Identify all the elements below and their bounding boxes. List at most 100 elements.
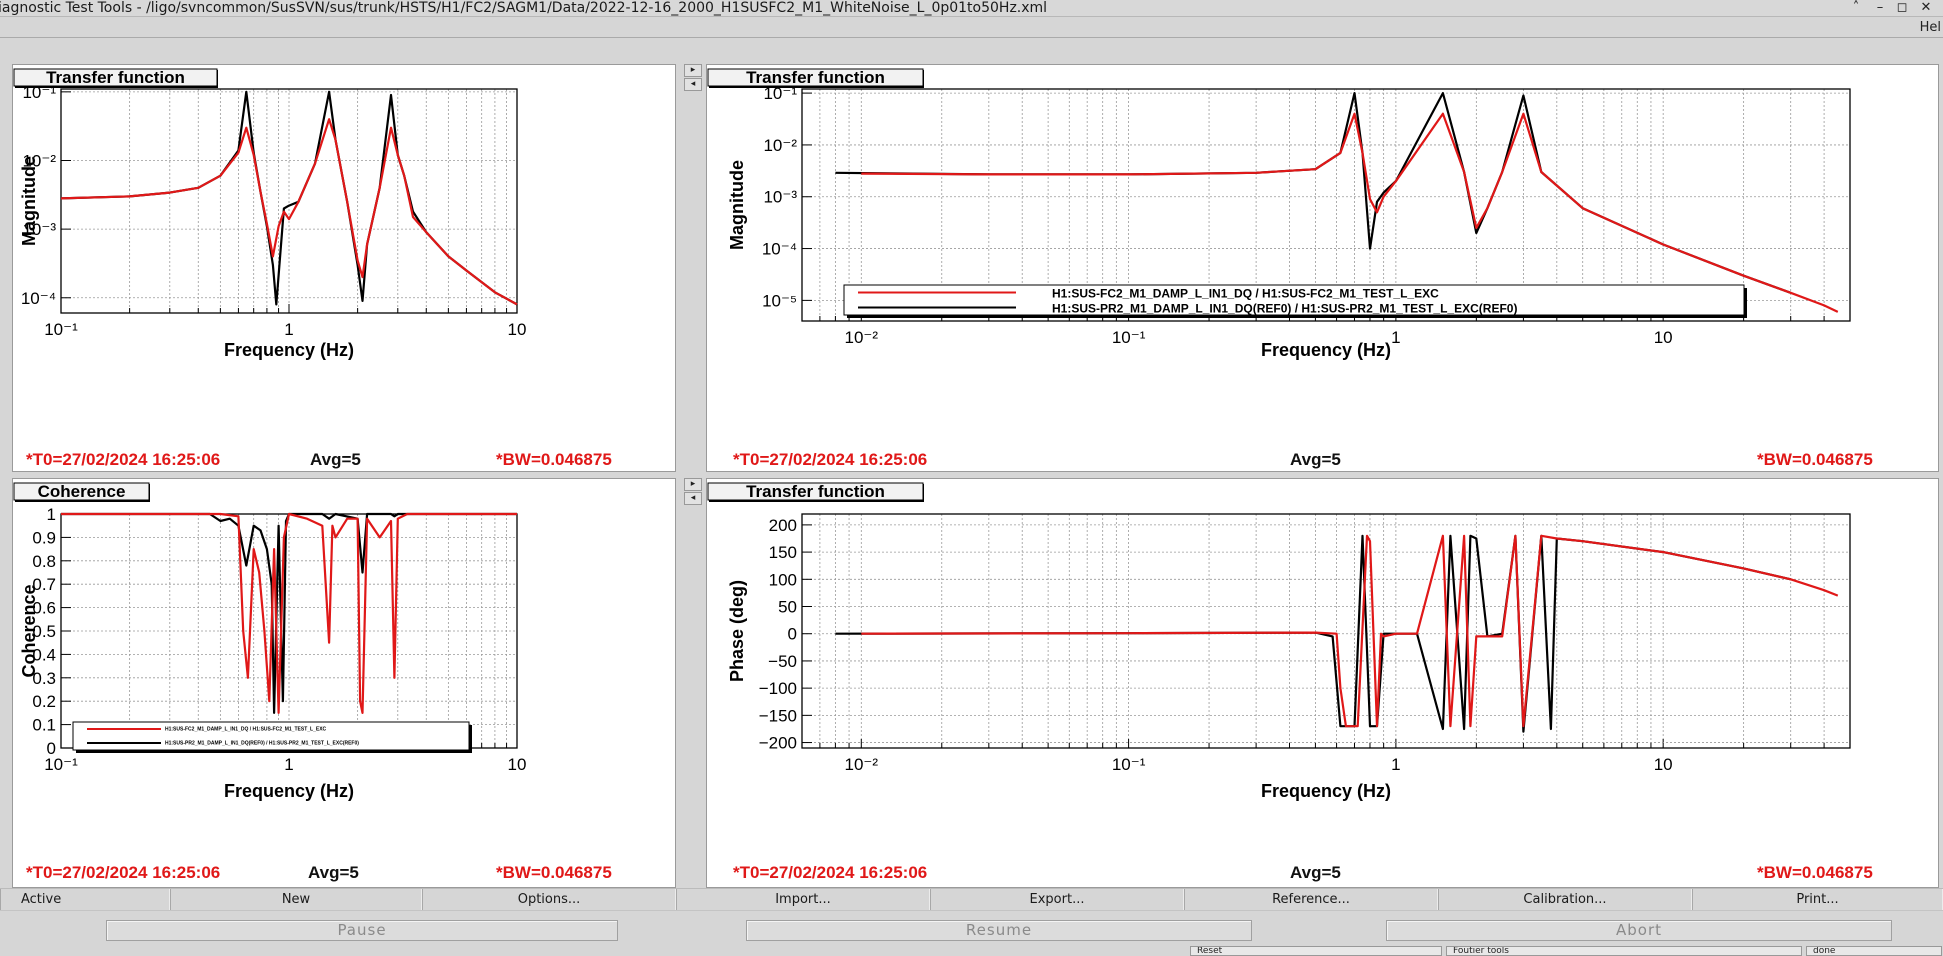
- status-t0: *T0=27/02/2024 16:25:06: [26, 863, 221, 882]
- y-tick-label: 0.7: [32, 575, 56, 594]
- y-axis-label: Coherence: [19, 584, 39, 677]
- maximize-icon[interactable]: ◻: [1896, 0, 1908, 15]
- y-tick-label: −200: [759, 734, 797, 753]
- legend-entry: H1:SUS-FC2_M1_DAMP_L_IN1_DQ / H1:SUS-FC2…: [165, 727, 327, 733]
- plot-coherence[interactable]: 1 0.9 0.8 0.7 0.6 0.5 0.4 0.3 0.2 0.1 010⁻¹ 1 10 Freq…: [13, 479, 677, 889]
- legend-entry: H1:SUS-PR2_M1_DAMP_L_IN1_DQ(REF0) / H1:S…: [165, 741, 359, 747]
- status-bw: *BW=0.046875: [496, 863, 612, 882]
- pad-2[interactable]: 10⁻¹ 10⁻² 10⁻³ 10⁻⁴ 10⁻⁵ 10⁻² 10⁻¹ 1 10 Frequency…: [706, 64, 1939, 472]
- y-axis-label: Magnitude: [727, 160, 747, 250]
- x-tick-label: 10: [1654, 755, 1673, 774]
- legend-box: [843, 284, 1745, 316]
- close-icon[interactable]: ✕: [1920, 0, 1932, 15]
- x-tick-label: 10: [1654, 328, 1673, 347]
- x-tick-label: 10: [508, 755, 527, 774]
- y-tick-label: 0: [788, 625, 797, 644]
- y-axis-label: Magnitude: [19, 156, 39, 246]
- plot-heading: Coherence: [38, 482, 126, 501]
- y-tick-label: 0.4: [32, 645, 56, 664]
- window-title: iagnostic Test Tools - /ligo/svncommon/S…: [0, 0, 1048, 16]
- y-tick-label: 10⁻⁴: [762, 240, 797, 259]
- abort-button[interactable]: Abort: [1386, 920, 1892, 941]
- fourier-tools-field[interactable]: Foutier tools: [1446, 946, 1802, 956]
- x-tick-label: 10⁻¹: [1112, 755, 1146, 774]
- status-t0: *T0=27/02/2024 16:25:06: [733, 863, 928, 882]
- tab-new[interactable]: New: [170, 889, 422, 911]
- plot-tf-phase[interactable]: 200 150 100 50 0 −50 −100 −150 −200 10⁻² 10⁻¹ 1 10 Fr…: [707, 479, 1940, 889]
- x-axis-label: Frequency (Hz): [224, 781, 354, 801]
- heading-box: [707, 482, 924, 501]
- x-axis-label: Frequency (Hz): [1261, 781, 1391, 801]
- menu-bar: Hel: [0, 17, 1943, 38]
- x-tick-label: 10⁻¹: [44, 755, 78, 774]
- x-tick-label: 1: [284, 320, 293, 339]
- bottom-row: Reset Foutier tools done: [0, 946, 1943, 956]
- collapse-icon[interactable]: ˄: [1852, 0, 1860, 15]
- y-tick-label: −50: [768, 652, 797, 671]
- y-tick-label: 0.6: [32, 599, 56, 618]
- heading-box: [707, 68, 924, 87]
- y-tick-label: −150: [759, 706, 797, 725]
- status-t0: *T0=27/02/2024 16:25:06: [26, 450, 221, 469]
- series-line-current: [60, 118, 518, 306]
- plot-heading: Transfer function: [746, 68, 885, 87]
- pad-4[interactable]: 200 150 100 50 0 −50 −100 −150 −200 10⁻² 10⁻¹ 1 10 Fr…: [706, 478, 1939, 888]
- x-tick-label: 10: [508, 320, 527, 339]
- status-bw: *BW=0.046875: [496, 450, 612, 469]
- x-tick-label: 1: [1391, 755, 1400, 774]
- series-line-current: [861, 534, 1839, 728]
- reset-field[interactable]: Reset: [1190, 946, 1442, 956]
- status-bw: *BW=0.046875: [1757, 450, 1873, 469]
- tab-active[interactable]: Active: [0, 889, 170, 911]
- series-line-reference: [835, 92, 1792, 294]
- y-tick-label: 10⁻²: [22, 151, 56, 170]
- plot-tf-magnitude-right[interactable]: 10⁻¹ 10⁻² 10⁻³ 10⁻⁴ 10⁻⁵ 10⁻² 10⁻¹ 1 10 Frequency…: [707, 65, 1940, 473]
- y-tick-label: 50: [778, 598, 797, 617]
- y-tick-label: 10⁻²: [763, 136, 797, 155]
- tab-calibration[interactable]: Calibration...: [1438, 889, 1692, 911]
- y-tick-label: 0.8: [32, 552, 56, 571]
- menu-help[interactable]: Hel: [1919, 20, 1941, 35]
- pad-1[interactable]: 10⁻¹ 10⁻² 10⁻³ 10⁻⁴ 10⁻¹ 1 10 Frequency (Hz) Mag…: [12, 64, 676, 472]
- x-tick-label: 10⁻²: [845, 328, 879, 347]
- tab-export[interactable]: Export...: [930, 889, 1184, 911]
- legend-entry: H1:SUS-PR2_M1_DAMP_L_IN1_DQ(REF0) / H1:S…: [1052, 302, 1517, 316]
- plot-frame: [60, 88, 518, 314]
- tab-reference[interactable]: Reference...: [1184, 889, 1438, 911]
- status-avg: Avg=5: [1290, 863, 1341, 882]
- status-avg: Avg=5: [308, 863, 359, 882]
- x-tick-label: 10⁻²: [845, 755, 879, 774]
- heading-box: [13, 68, 218, 87]
- minimize-icon[interactable]: –: [1876, 0, 1884, 15]
- resume-button[interactable]: Resume: [746, 920, 1252, 941]
- pad-arrow-left-icon[interactable]: ◂: [684, 492, 702, 505]
- status-bw: *BW=0.046875: [1757, 863, 1873, 882]
- tab-options[interactable]: Options...: [422, 889, 676, 911]
- x-axis-label: Frequency (Hz): [224, 340, 354, 360]
- plot-frame: [801, 88, 1851, 322]
- y-tick-label: 200: [769, 516, 797, 535]
- pad-3[interactable]: 1 0.9 0.8 0.7 0.6 0.5 0.4 0.3 0.2 0.1 0 10⁻¹ 1 10 Freq…: [12, 478, 676, 888]
- tab-print[interactable]: Print...: [1692, 889, 1943, 911]
- plot-heading: Transfer function: [46, 68, 185, 87]
- y-tick-label: 1: [47, 505, 56, 524]
- pad-arrow-left-icon[interactable]: ◂: [684, 78, 702, 91]
- y-tick-label: 0.2: [32, 692, 56, 711]
- x-tick-label: 10⁻¹: [44, 320, 78, 339]
- pause-button[interactable]: Pause: [106, 920, 618, 941]
- pad-arrow-right-icon[interactable]: ▸: [684, 64, 702, 77]
- y-tick-label: 0.3: [32, 669, 56, 688]
- tab-import[interactable]: Import...: [676, 889, 930, 911]
- y-tick-label: 10⁻⁵: [762, 291, 797, 310]
- y-tick-label: 100: [769, 570, 797, 589]
- y-tick-label: 0.5: [32, 622, 56, 641]
- y-tick-label: −100: [759, 679, 797, 698]
- x-tick-label: 1: [1391, 328, 1400, 347]
- series-line-current: [61, 512, 517, 714]
- status-t0: *T0=27/02/2024 16:25:06: [733, 450, 928, 469]
- y-tick-label: 150: [769, 543, 797, 562]
- y-tick-label: 0.1: [32, 716, 56, 735]
- x-tick-label: 1: [284, 755, 293, 774]
- pad-arrow-right-icon[interactable]: ▸: [684, 478, 702, 491]
